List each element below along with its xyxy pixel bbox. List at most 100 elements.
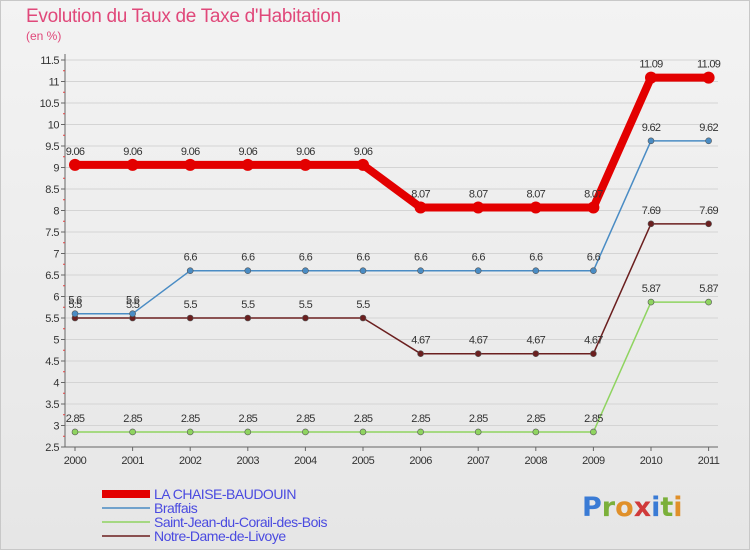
y-tick-label: 9.5	[45, 141, 59, 153]
data-label: 5.6	[126, 295, 140, 307]
y-tick-label: 5.5	[45, 313, 59, 325]
series-notre-dame-de-livoye-line	[75, 223, 709, 355]
data-label: 9.06	[238, 146, 257, 158]
series-braffais-point	[417, 267, 424, 275]
series-braffais-point	[647, 137, 655, 145]
series-braffais-point	[71, 310, 79, 318]
series-notre-dame-de-livoye-point	[302, 314, 309, 322]
data-label: 4.67	[411, 335, 430, 347]
svg-text:Proxiti: Proxiti	[582, 492, 683, 523]
data-label: 9.62	[699, 122, 718, 134]
series-saint-jean-du-corail-des-bois-point	[71, 428, 79, 436]
series-notre-dame-de-livoye-point	[705, 220, 712, 228]
series-saint-jean-du-corail-des-bois-point	[705, 298, 712, 306]
series-saint-jean-du-corail-des-bois-point	[417, 428, 424, 436]
series-saint-jean-du-corail-des-bois-point	[359, 428, 367, 436]
series-braffais-point	[302, 267, 309, 275]
series-la-chaise-baudouin-line	[75, 73, 709, 212]
data-label: 2.85	[469, 413, 488, 425]
data-label: 4.67	[526, 335, 545, 347]
series-braffais-point	[129, 310, 136, 318]
y-tick-label: 10.5	[40, 98, 60, 110]
data-label: 5.6	[68, 295, 82, 307]
data-label: 5.5	[184, 299, 198, 311]
legend-label: Saint-Jean-du-Corail-des-Bois	[154, 514, 328, 530]
data-label: 2.85	[181, 413, 200, 425]
series-notre-dame-de-livoye-point	[474, 350, 482, 357]
data-label: 6.6	[184, 252, 198, 264]
x-tick-label: 2006	[409, 455, 432, 467]
series-la-chaise-baudouin-point	[241, 158, 254, 171]
legend: LA CHAISE-BAUDOUINBraffaisSaint-Jean-du-…	[102, 486, 328, 544]
y-tick-label: 2.5	[45, 442, 59, 454]
y-tick-label: 3.5	[45, 399, 59, 411]
data-label: 11.09	[639, 59, 663, 71]
x-tick-label: 2001	[121, 455, 144, 467]
data-label: 9.06	[354, 146, 373, 158]
series-la-chaise-baudouin-point	[529, 201, 542, 214]
y-tick-label: 8	[53, 206, 59, 218]
data-label: 9.06	[296, 146, 315, 158]
y-tick-label: 6	[53, 292, 59, 304]
y-tick-label: 11.5	[40, 55, 59, 67]
series-saint-jean-du-corail-des-bois-point	[590, 428, 597, 436]
series-la-chaise-baudouin-point	[357, 158, 369, 171]
series-saint-jean-du-corail-des-bois-point	[129, 428, 136, 436]
legend-label: LA CHAISE-BAUDOUIN	[154, 486, 296, 502]
chart-title: Evolution du Taux de Taxe d'Habitation	[26, 6, 341, 27]
y-tick-label: 4.5	[45, 356, 59, 368]
data-label: 4.67	[584, 335, 603, 347]
data-label: 11.09	[697, 59, 721, 71]
data-label: 5.5	[68, 299, 82, 311]
series-braffais-point	[244, 267, 252, 275]
series-la-chaise-baudouin-point	[472, 201, 485, 214]
y-tick-label: 9	[53, 163, 59, 175]
y-tick-label: 5	[53, 335, 59, 347]
series-notre-dame-de-livoye-point	[590, 350, 597, 357]
chart-subtitle: (en %)	[26, 29, 62, 43]
series-notre-dame-de-livoye-point	[532, 350, 540, 357]
data-label: 2.85	[354, 413, 373, 425]
data-label: 6.6	[472, 252, 486, 264]
data-label: 9.62	[642, 122, 661, 134]
data-label: 2.85	[238, 413, 257, 425]
y-tick-label: 11	[49, 77, 60, 89]
y-tick-label: 10	[48, 120, 60, 132]
y-tick-label: 3	[53, 421, 59, 433]
data-label: 5.5	[356, 299, 370, 311]
x-tick-label: 2003	[237, 455, 260, 467]
series-la-chaise-baudouin-point	[299, 158, 312, 171]
series-braffais-point	[359, 267, 367, 275]
x-tick-label: 2011	[698, 455, 720, 467]
x-tick-label: 2008	[525, 455, 548, 467]
series-la-chaise-baudouin-point	[184, 158, 197, 171]
series-braffais-point	[474, 267, 482, 275]
series-braffais-point	[705, 137, 712, 145]
series-saint-jean-du-corail-des-bois-line	[75, 301, 709, 433]
y-tick-label: 4	[53, 378, 59, 390]
data-label: 6.6	[414, 252, 428, 264]
series-la-chaise-baudouin-point	[69, 158, 81, 171]
x-tick-label: 2010	[640, 455, 663, 467]
series-la-chaise-baudouin-point	[126, 158, 139, 171]
x-tick-label: 2005	[352, 455, 375, 467]
data-labels: 9.06 9.06 9.06 9.06 9.06 9.06 8.07 8.07 8.07 8.07…	[66, 59, 722, 425]
grid-lines	[65, 59, 718, 448]
data-label: 9.06	[66, 146, 85, 158]
data-label: 2.85	[411, 413, 430, 425]
x-tick-label: 2004	[294, 455, 317, 467]
series-notre-dame-de-livoye-point	[359, 314, 367, 322]
data-label: 5.5	[126, 299, 140, 311]
legend-label: Notre-Dame-de-Livoye	[154, 528, 286, 544]
axes	[64, 54, 718, 448]
series-notre-dame-de-livoye-point	[244, 314, 252, 322]
proxiti-logo: Proxiti	[582, 492, 683, 523]
data-label: 2.85	[296, 413, 315, 425]
data-label: 8.07	[584, 188, 603, 200]
data-label: 9.06	[181, 146, 200, 158]
data-label: 6.6	[241, 252, 255, 264]
data-label: 6.6	[299, 252, 313, 264]
data-label: 6.6	[587, 252, 601, 264]
data-label: 2.85	[526, 413, 545, 425]
x-axis-ticks: 2000 2001 2002 2003 2004 2005 2006 2007 2008 2009…	[64, 447, 720, 467]
